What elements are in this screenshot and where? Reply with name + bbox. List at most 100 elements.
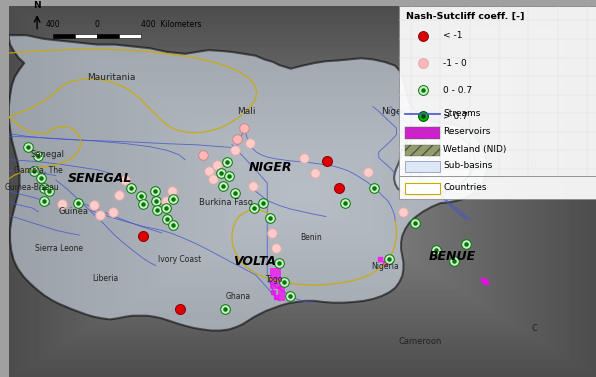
- Point: [418, 33, 427, 39]
- Bar: [405, 145, 440, 156]
- Text: VOLTA: VOLTA: [233, 255, 276, 268]
- Point: [257, 200, 267, 206]
- Point: [375, 256, 384, 262]
- Point: [418, 87, 427, 93]
- Text: C: C: [532, 324, 537, 333]
- Point: [370, 184, 379, 190]
- Point: [169, 196, 178, 202]
- Point: [163, 216, 172, 222]
- Point: [136, 193, 146, 199]
- Point: [209, 176, 218, 182]
- Point: [36, 175, 46, 181]
- Point: [224, 173, 234, 179]
- Bar: [119, 34, 141, 38]
- Text: SENEGAL: SENEGAL: [68, 172, 132, 185]
- Point: [39, 198, 49, 204]
- Text: N: N: [33, 1, 41, 10]
- Point: [218, 183, 228, 189]
- Point: [449, 258, 459, 264]
- Point: [334, 184, 344, 190]
- Point: [432, 247, 441, 253]
- Bar: [405, 161, 440, 172]
- Text: Mali: Mali: [237, 107, 256, 116]
- Text: Sub-basins: Sub-basins: [443, 161, 493, 170]
- Point: [384, 256, 394, 262]
- Point: [23, 144, 32, 150]
- Text: 400  Kilometers: 400 Kilometers: [141, 20, 201, 29]
- Point: [152, 207, 162, 213]
- Point: [432, 247, 441, 253]
- Point: [418, 87, 427, 93]
- Polygon shape: [9, 35, 488, 331]
- Point: [222, 158, 232, 164]
- Point: [267, 230, 277, 236]
- Point: [411, 220, 420, 226]
- Point: [418, 113, 427, 119]
- Text: Mauritania: Mauritania: [88, 74, 136, 83]
- Point: [218, 183, 228, 189]
- Text: Liberia: Liberia: [92, 274, 119, 283]
- Bar: [97, 34, 119, 38]
- Point: [299, 155, 308, 161]
- Text: Reservoirs: Reservoirs: [443, 127, 491, 136]
- Text: 0: 0: [95, 20, 100, 29]
- Text: Togo: Togo: [266, 275, 284, 284]
- Text: -1 - 0: -1 - 0: [443, 58, 467, 67]
- Point: [138, 233, 148, 239]
- Point: [418, 60, 427, 66]
- Point: [204, 168, 213, 174]
- Point: [57, 201, 67, 207]
- Point: [274, 260, 284, 266]
- Text: Ghana: Ghana: [225, 291, 250, 300]
- Text: Sierra Leone: Sierra Leone: [35, 244, 83, 253]
- Point: [285, 293, 294, 299]
- Point: [265, 215, 275, 221]
- Polygon shape: [394, 126, 474, 195]
- Point: [169, 222, 178, 228]
- Text: 0 - 0.7: 0 - 0.7: [443, 86, 473, 95]
- Text: Nigeria: Nigeria: [371, 262, 399, 271]
- Text: 400: 400: [46, 20, 60, 29]
- Point: [285, 293, 294, 299]
- Text: NIGER: NIGER: [249, 161, 292, 174]
- Point: [162, 205, 171, 211]
- Point: [39, 184, 49, 190]
- Point: [268, 288, 278, 294]
- Point: [279, 279, 288, 285]
- Text: Cameroon: Cameroon: [398, 337, 442, 346]
- Point: [33, 153, 43, 159]
- Text: Burkina Faso: Burkina Faso: [199, 198, 253, 207]
- Point: [257, 200, 267, 206]
- Point: [248, 183, 257, 189]
- Point: [150, 188, 159, 194]
- Point: [370, 184, 379, 190]
- Point: [151, 198, 160, 204]
- Point: [44, 188, 54, 194]
- Bar: [399, 6, 596, 176]
- Point: [217, 170, 226, 176]
- Point: [364, 169, 373, 175]
- Point: [380, 260, 389, 266]
- Text: Senegal: Senegal: [30, 150, 64, 159]
- Point: [461, 241, 470, 247]
- Text: Nash-Sutcliff coeff. [-]: Nash-Sutcliff coeff. [-]: [406, 12, 525, 21]
- Point: [384, 256, 394, 262]
- Bar: [405, 183, 440, 194]
- Bar: [75, 34, 97, 38]
- Point: [152, 207, 162, 213]
- Text: > 0.7: > 0.7: [443, 112, 468, 121]
- Point: [340, 200, 349, 206]
- Bar: [270, 268, 281, 288]
- Point: [138, 201, 148, 207]
- Point: [224, 173, 234, 179]
- Text: Countries: Countries: [443, 183, 487, 192]
- Point: [150, 188, 159, 194]
- Point: [274, 260, 284, 266]
- Text: < -1: < -1: [443, 31, 463, 40]
- Point: [418, 113, 427, 119]
- Text: Guinea: Guinea: [58, 207, 88, 216]
- Point: [250, 205, 259, 211]
- Point: [151, 198, 160, 204]
- Point: [167, 188, 177, 194]
- Bar: [53, 34, 75, 38]
